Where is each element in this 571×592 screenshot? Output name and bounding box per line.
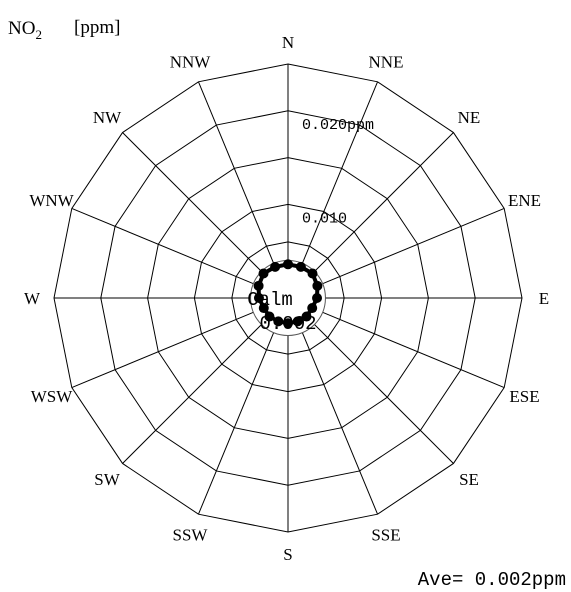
data-point-ssw (273, 316, 284, 327)
scale-label-2: 0.010 (302, 210, 347, 227)
spoke-ne (314, 132, 454, 272)
data-point-ne (307, 268, 318, 279)
spoke-nne (301, 81, 379, 264)
data-point-wsw (258, 303, 269, 314)
direction-label-wnw: WNW (29, 191, 74, 210)
direction-label-nw: NW (93, 108, 122, 127)
spoke-ssw (197, 332, 275, 515)
radar-series (253, 259, 323, 329)
direction-labels: N NNE NE ENE E ESE SE SSE S SSW SW WSW W WNW NW NNW (24, 33, 549, 564)
direction-label-nnw: NNW (170, 53, 212, 72)
data-point-n (283, 259, 293, 270)
direction-label-se: SE (459, 470, 479, 489)
data-point-ene (312, 280, 323, 291)
scale-label-1: 0.020ppm (302, 117, 374, 134)
direction-label-sse: SSE (371, 526, 400, 545)
scale-labels: 0.020ppm 0.010 (302, 117, 374, 228)
spoke-nw (122, 132, 262, 272)
data-point-wnw (253, 280, 264, 291)
data-point-nne (295, 261, 306, 272)
spoke-wsw (71, 311, 254, 389)
spoke-wnw (71, 207, 254, 285)
calm-value: 0.002 (259, 313, 316, 335)
data-point-sse (292, 316, 303, 327)
data-point-s (283, 318, 293, 329)
chart-title-subscript: 2 (35, 27, 42, 42)
direction-label-s: S (283, 545, 292, 564)
direction-label-n: N (282, 33, 294, 52)
direction-label-wsw: WSW (31, 387, 74, 406)
data-point-ese (307, 303, 318, 314)
spoke-nnw (197, 81, 275, 264)
spoke-ese (322, 311, 505, 389)
data-point-w (253, 293, 264, 303)
data-point-e (312, 293, 323, 303)
data-point-nw (258, 268, 269, 279)
spoke-sw (122, 324, 262, 464)
calm-label: Calm (247, 289, 293, 311)
unit-label: [ppm] (74, 17, 120, 38)
average-value: Ave= 0.002ppm (418, 569, 566, 591)
spoke-sse (301, 332, 379, 515)
direction-label-nne: NNE (369, 53, 404, 72)
direction-label-ne: NE (458, 108, 481, 127)
spoke-se (314, 324, 454, 464)
spoke-ene (322, 207, 505, 285)
direction-label-e: E (539, 289, 549, 308)
direction-label-ese: ESE (509, 387, 539, 406)
data-point-nnw (270, 261, 281, 272)
direction-label-w: W (24, 289, 41, 308)
chart-title-main: NO (8, 18, 35, 39)
data-point-sw (264, 311, 275, 322)
direction-label-sw: SW (94, 470, 120, 489)
chart-title: NO2 (8, 18, 42, 42)
direction-label-ene: ENE (508, 191, 541, 210)
radar-grid (53, 63, 523, 533)
direction-label-ssw: SSW (173, 526, 209, 545)
data-point-se (301, 311, 312, 322)
